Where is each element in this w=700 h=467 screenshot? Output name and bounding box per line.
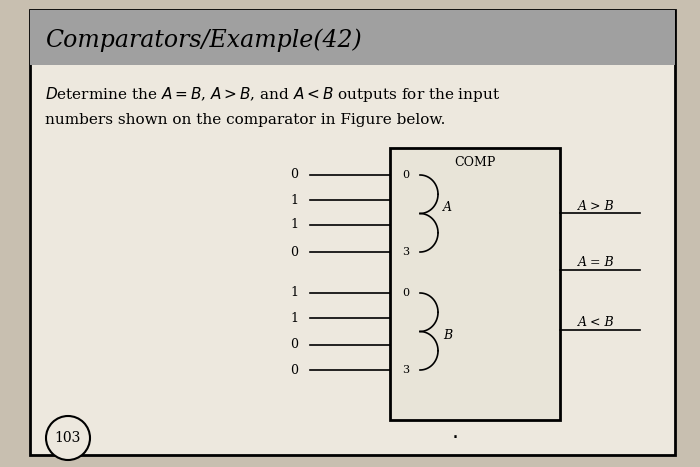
Text: A > B: A > B [578,199,615,212]
Text: 0: 0 [402,170,409,180]
Text: A: A [443,201,452,214]
Text: 3: 3 [402,365,409,375]
Text: 1: 1 [290,311,298,325]
Text: 0: 0 [402,288,409,298]
Bar [390,148,560,420]
Text: 0: 0 [290,246,298,259]
Circle shape [46,416,90,460]
Text: A = B: A = B [578,256,615,269]
Bar [30,10,675,65]
Text: COMP: COMP [454,156,496,170]
Text: 1: 1 [290,193,298,206]
Text: 0: 0 [290,363,298,376]
Text: 0: 0 [290,169,298,182]
Text: 103: 103 [55,431,81,445]
Text: Comparators/Example(42): Comparators/Example(42) [45,28,362,52]
Text: B: B [443,329,452,342]
Text: 1: 1 [290,219,298,232]
Text: 3: 3 [402,247,409,257]
Text: 0: 0 [290,339,298,352]
Text: 1: 1 [290,286,298,299]
Text: ·: · [452,428,458,448]
Text: $\mathit{D}$etermine the $A = B$, $A$$>$$B$, and $A < B$ outputs for the input: $\mathit{D}$etermine the $A = B$, $A$$>$… [45,85,500,105]
Text: A < B: A < B [578,317,615,330]
Text: numbers shown on the comparator in Figure below.: numbers shown on the comparator in Figur… [45,113,445,127]
